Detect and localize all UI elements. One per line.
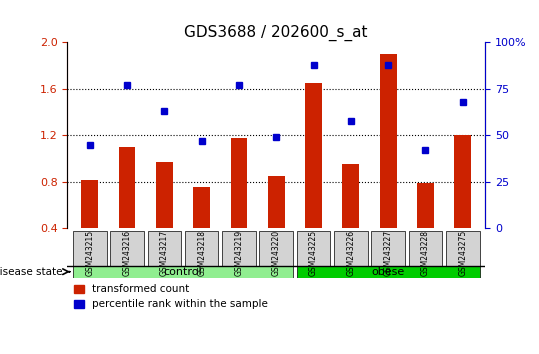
Text: GSM243226: GSM243226: [347, 230, 355, 276]
FancyBboxPatch shape: [73, 231, 107, 266]
FancyBboxPatch shape: [371, 231, 405, 266]
FancyBboxPatch shape: [222, 231, 255, 266]
FancyBboxPatch shape: [148, 231, 181, 266]
Title: GDS3688 / 202600_s_at: GDS3688 / 202600_s_at: [184, 25, 368, 41]
Text: GSM243225: GSM243225: [309, 230, 318, 276]
Text: GSM243220: GSM243220: [272, 230, 281, 276]
Bar: [342, 165, 359, 275]
Bar: [454, 136, 471, 275]
FancyBboxPatch shape: [297, 266, 480, 278]
FancyBboxPatch shape: [446, 231, 480, 266]
FancyBboxPatch shape: [110, 231, 144, 266]
Text: GSM243216: GSM243216: [122, 230, 132, 276]
Text: GSM243215: GSM243215: [85, 230, 94, 276]
Text: control: control: [164, 267, 202, 277]
Text: GSM243228: GSM243228: [421, 230, 430, 275]
Text: GSM243218: GSM243218: [197, 230, 206, 275]
FancyBboxPatch shape: [259, 231, 293, 266]
Text: GSM243217: GSM243217: [160, 230, 169, 276]
Bar: [231, 138, 247, 275]
Bar: [156, 162, 172, 275]
FancyBboxPatch shape: [73, 266, 293, 278]
Text: GSM243275: GSM243275: [458, 230, 467, 276]
Bar: [119, 147, 135, 275]
Bar: [81, 179, 98, 275]
Legend: transformed count, percentile rank within the sample: transformed count, percentile rank withi…: [70, 280, 272, 314]
Bar: [305, 83, 322, 275]
Text: disease state: disease state: [0, 267, 66, 277]
FancyBboxPatch shape: [185, 231, 218, 266]
Bar: [268, 176, 285, 275]
FancyBboxPatch shape: [409, 231, 442, 266]
FancyBboxPatch shape: [297, 231, 330, 266]
FancyBboxPatch shape: [334, 231, 368, 266]
Bar: [417, 183, 434, 275]
Text: GSM243219: GSM243219: [234, 230, 244, 276]
Text: obese: obese: [371, 267, 405, 277]
Bar: [380, 54, 397, 275]
Text: GSM243227: GSM243227: [384, 230, 392, 276]
Bar: [194, 187, 210, 275]
